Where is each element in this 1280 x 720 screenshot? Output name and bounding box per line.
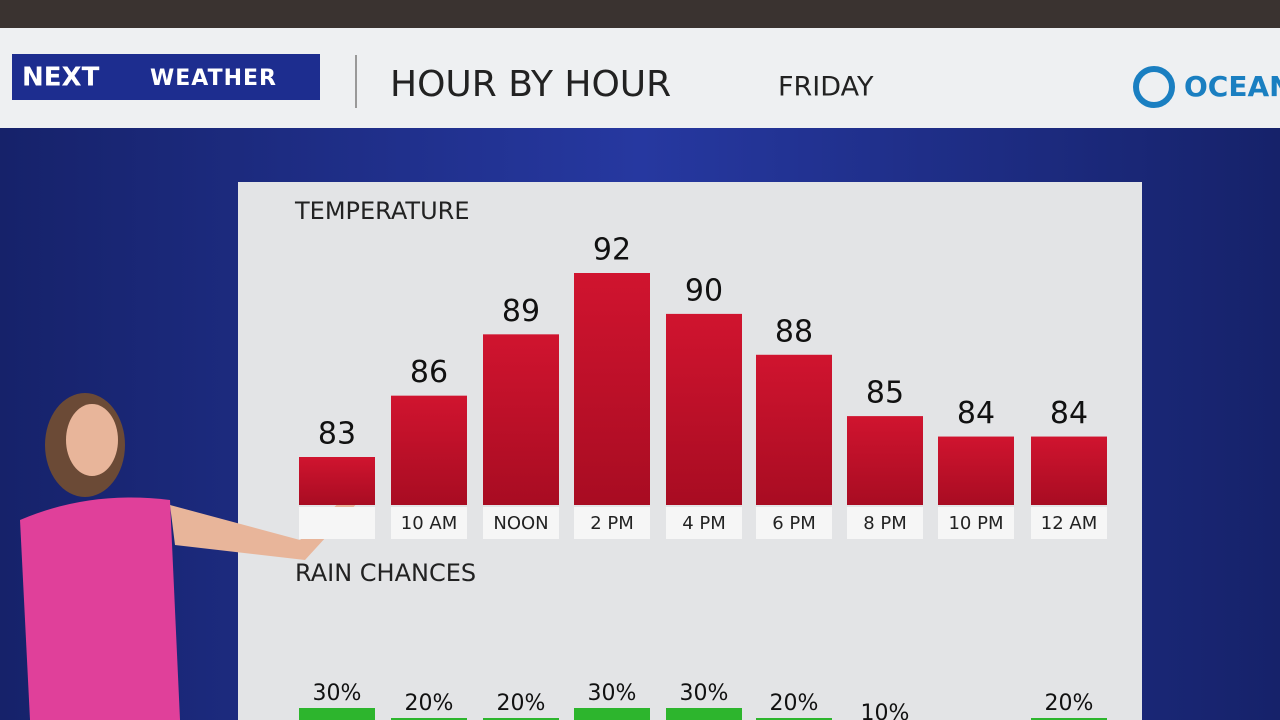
bar [756,718,832,720]
presenter [20,393,360,720]
category-box [299,507,375,539]
chart-title: TEMPERATURE [294,197,470,225]
value-label: 20% [405,691,454,716]
chart-title: RAIN CHANCES [295,559,476,587]
category-label: NOON [493,513,548,534]
bar [299,457,375,505]
bar [574,273,650,505]
value-label: 84 [957,396,995,431]
bar [666,313,742,505]
value-label: 90 [685,273,723,308]
category-box [847,507,923,539]
category-box [938,507,1014,539]
category-box [1031,507,1107,539]
bar [756,354,832,505]
bar [666,708,742,720]
bar [574,708,650,720]
value-label: 88 [775,314,813,349]
brand-sub: WEATHER [150,66,277,91]
value-label: 83 [318,417,356,452]
category-box [483,507,559,539]
value-label: 89 [502,294,540,329]
value-label: 30% [680,681,729,706]
dress [20,497,180,720]
value-label: 30% [588,681,637,706]
bar [1031,436,1107,505]
sponsor: OCEAN [1184,70,1280,103]
value-label: 84 [1050,396,1088,431]
bar [847,416,923,505]
value-label: 20% [770,691,819,716]
value-label: 92 [593,233,631,268]
bar [391,395,467,505]
category-box [666,507,742,539]
category-label: 8 PM [863,513,907,534]
face [66,404,118,476]
bar [1031,718,1107,720]
bar [299,708,375,720]
bar [938,436,1014,505]
brand: NEXT [22,63,100,93]
value-label: 20% [497,691,546,716]
value-label: 10% [861,701,910,720]
bar [483,334,559,505]
category-label: 4 PM [682,513,726,534]
sponsor-logo [1133,66,1175,108]
value-label: 20% [1045,691,1094,716]
arm [170,492,360,560]
value-label: 30% [313,681,362,706]
category-label: 12 AM [1041,513,1097,534]
category-box [391,507,467,539]
category-label: 10 PM [948,513,1003,534]
logo-box [12,54,320,100]
category-label: 6 PM [772,513,816,534]
category-label: 10 AM [401,513,457,534]
bar [391,718,467,720]
value-label: 85 [866,376,904,411]
header-day: FRIDAY [778,72,874,103]
category-box [756,507,832,539]
value-label: 86 [410,355,448,390]
ceiling [0,0,1280,30]
category-label: 2 PM [590,513,634,534]
category-box [574,507,650,539]
bar [483,718,559,720]
header-title: HOUR BY HOUR [390,64,671,105]
